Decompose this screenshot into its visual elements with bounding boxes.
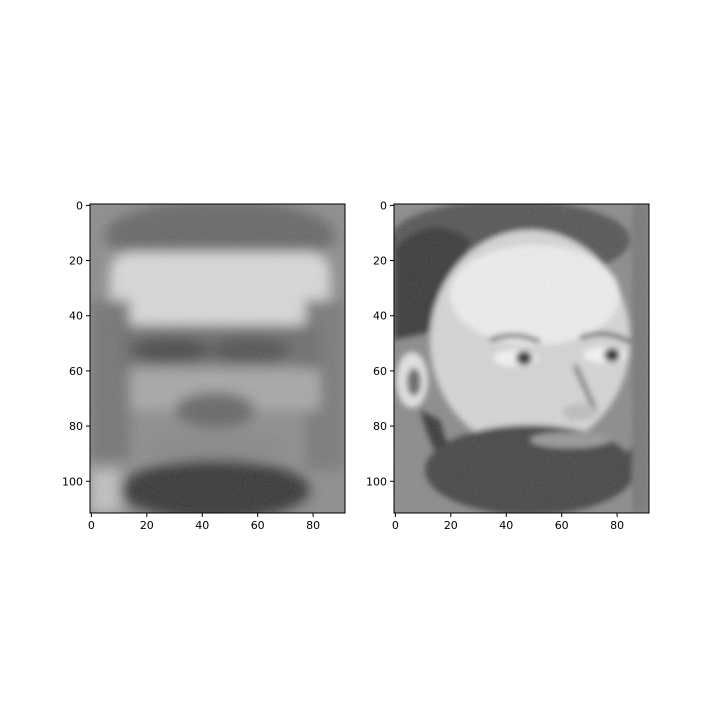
x-tick-label: 60 <box>251 519 265 532</box>
x-tick-label: 60 <box>555 519 569 532</box>
original-face-image <box>394 204 649 513</box>
x-tick-label: 20 <box>444 519 458 532</box>
y-tick-label: 0 <box>76 199 83 212</box>
x-tick-label: 0 <box>392 519 399 532</box>
axes-reconstructed: 0 20 40 60 80 0 20 40 60 80 100 <box>62 199 346 532</box>
x-tick-label: 80 <box>610 519 624 532</box>
x-tick-label: 40 <box>195 519 209 532</box>
x-tick-label: 80 <box>306 519 320 532</box>
tick-group: 0 20 40 60 80 0 20 40 60 80 100 <box>62 199 320 532</box>
y-tick-label: 40 <box>69 310 83 323</box>
y-tick-label: 100 <box>62 475 83 488</box>
y-tick-label: 0 <box>380 199 387 212</box>
x-tick-label: 20 <box>140 519 154 532</box>
y-tick-label: 60 <box>69 365 83 378</box>
tick-group: 0 20 40 60 80 0 20 40 60 80 100 <box>366 199 624 532</box>
axes-frame <box>393 203 650 514</box>
y-tick-label: 20 <box>69 255 83 268</box>
axes-frame <box>89 203 346 514</box>
y-tick-label: 80 <box>69 420 83 433</box>
y-tick-label: 100 <box>366 475 387 488</box>
reconstructed-face-image <box>90 204 345 513</box>
y-tick-label: 20 <box>373 255 387 268</box>
axes-original: 0 20 40 60 80 0 20 40 60 80 100 <box>366 199 650 532</box>
x-tick-label: 40 <box>499 519 513 532</box>
y-tick-label: 80 <box>373 420 387 433</box>
y-tick-label: 40 <box>373 310 387 323</box>
y-tick-label: 60 <box>373 365 387 378</box>
x-tick-label: 0 <box>88 519 95 532</box>
